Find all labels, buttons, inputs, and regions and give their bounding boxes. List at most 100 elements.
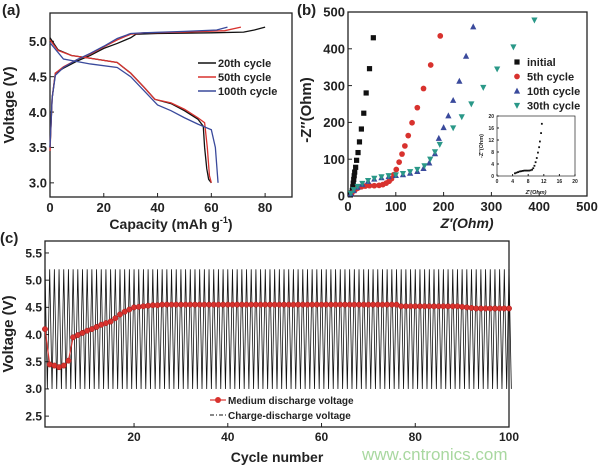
legend-label: Medium discharge voltage (228, 396, 354, 407)
inset-data-point (523, 169, 526, 172)
x-tick-label: 100 (385, 199, 407, 214)
y-tick-label: 0 (491, 174, 494, 180)
inset-data-point (539, 140, 541, 143)
legend-label: 50th cycle (218, 72, 271, 84)
legend-label: 20th cycle (218, 58, 271, 70)
data-point (399, 151, 405, 157)
inset-data-point (517, 171, 519, 173)
data-point (494, 66, 501, 73)
x-tick-label: 8 (527, 179, 530, 185)
x-axis-label: Z′(Ohm) (439, 215, 493, 231)
series-line-discharge (49, 42, 219, 183)
x-tick-label: 0 (46, 200, 53, 215)
legend-label: Charge-discharge voltage (228, 411, 351, 422)
inset-data-point (520, 170, 523, 173)
y-tick-label: 3.5 (29, 140, 47, 155)
legend-label: 100th cycle (218, 86, 277, 98)
x-axis-label: Cycle number (231, 449, 324, 465)
inset-y-axis-label: -Z″(Ohm) (479, 134, 485, 158)
legend-label: initial (527, 57, 556, 69)
x-tick-label: 80 (409, 430, 423, 444)
x-axis-label-text: Capacity (mAh g (109, 216, 219, 232)
data-point (378, 174, 385, 181)
data-point (427, 62, 434, 68)
legend-label: 5th cycle (527, 72, 574, 84)
inset-x-axis-label: Z′(Ohm) (525, 190, 547, 196)
legend-label: 10th cycle (527, 86, 580, 98)
x-tick-label: 80 (258, 200, 272, 215)
x-tick-label: 100 (499, 430, 519, 444)
data-point (456, 77, 463, 84)
data-point (366, 66, 373, 72)
inset-data-point (529, 169, 532, 172)
x-tick-label: 0 (344, 199, 351, 214)
data-point (107, 318, 114, 325)
y-tick-label: 12 (488, 138, 494, 144)
x-tick-label: 60 (315, 430, 329, 444)
plot-frame (49, 12, 293, 198)
data-point (371, 182, 378, 189)
data-point (350, 184, 356, 190)
inset-data-point (535, 157, 538, 159)
y-tick-label: 5.5 (25, 246, 42, 260)
x-tick-label: 40 (150, 200, 164, 215)
data-point (42, 326, 48, 333)
data-point (352, 169, 358, 175)
y-axis-label: -Z″(Ohm) (298, 77, 315, 143)
y-tick-label: 4.0 (25, 328, 42, 342)
data-point (65, 357, 72, 364)
data-point (480, 84, 487, 91)
data-point (420, 165, 427, 171)
y-axis-label: Voltage (V) (0, 295, 17, 372)
data-point (426, 159, 433, 166)
plot-frame (496, 115, 576, 177)
legend-label: 30th cycle (527, 101, 580, 113)
data-point (405, 132, 412, 139)
x-tick-label: 200 (433, 199, 455, 214)
x-tick-label: 12 (541, 179, 547, 185)
data-point (458, 114, 465, 121)
data-point (60, 362, 67, 369)
panel-label: (c) (0, 230, 18, 247)
y-tick-label: 100 (323, 152, 345, 167)
x-axis-label: Capacity (mAh g-1) (109, 215, 232, 232)
y-tick-label: 5.0 (25, 273, 42, 287)
data-point (414, 166, 421, 173)
data-point (393, 166, 400, 173)
inset-data-point (514, 172, 516, 175)
data-point (117, 311, 123, 318)
inset-data-point (540, 132, 542, 134)
data-point (531, 17, 538, 24)
data-point (370, 35, 376, 41)
x-tick-label: 20 (97, 200, 111, 215)
inset-data-point (534, 161, 537, 164)
data-point (506, 305, 512, 312)
data-point (354, 157, 360, 163)
data-point (363, 90, 369, 96)
data-point (409, 119, 415, 126)
data-point (431, 149, 439, 156)
x-tick-label: 20 (572, 179, 578, 185)
inset-data-point (531, 168, 533, 171)
x-tick-label: 20 (127, 430, 141, 444)
data-point (366, 182, 373, 189)
panel-label: (a) (2, 2, 20, 19)
data-point (358, 126, 364, 132)
y-tick-label: 200 (323, 115, 345, 130)
data-point (445, 112, 452, 119)
data-point (354, 183, 361, 190)
inset-data-point (540, 122, 543, 125)
y-tick-label: 4.0 (29, 105, 47, 120)
data-point (371, 175, 378, 182)
data-point (440, 124, 447, 131)
y-tick-label: 3.0 (29, 176, 47, 191)
inset-data-point (528, 169, 530, 172)
data-point (355, 149, 361, 156)
y-tick-label: 4.5 (29, 69, 47, 84)
plot-frame (347, 11, 588, 197)
inset-data-point (515, 171, 518, 174)
y-axis-label: Voltage (V) (1, 66, 18, 143)
inset-data-point (532, 167, 535, 170)
